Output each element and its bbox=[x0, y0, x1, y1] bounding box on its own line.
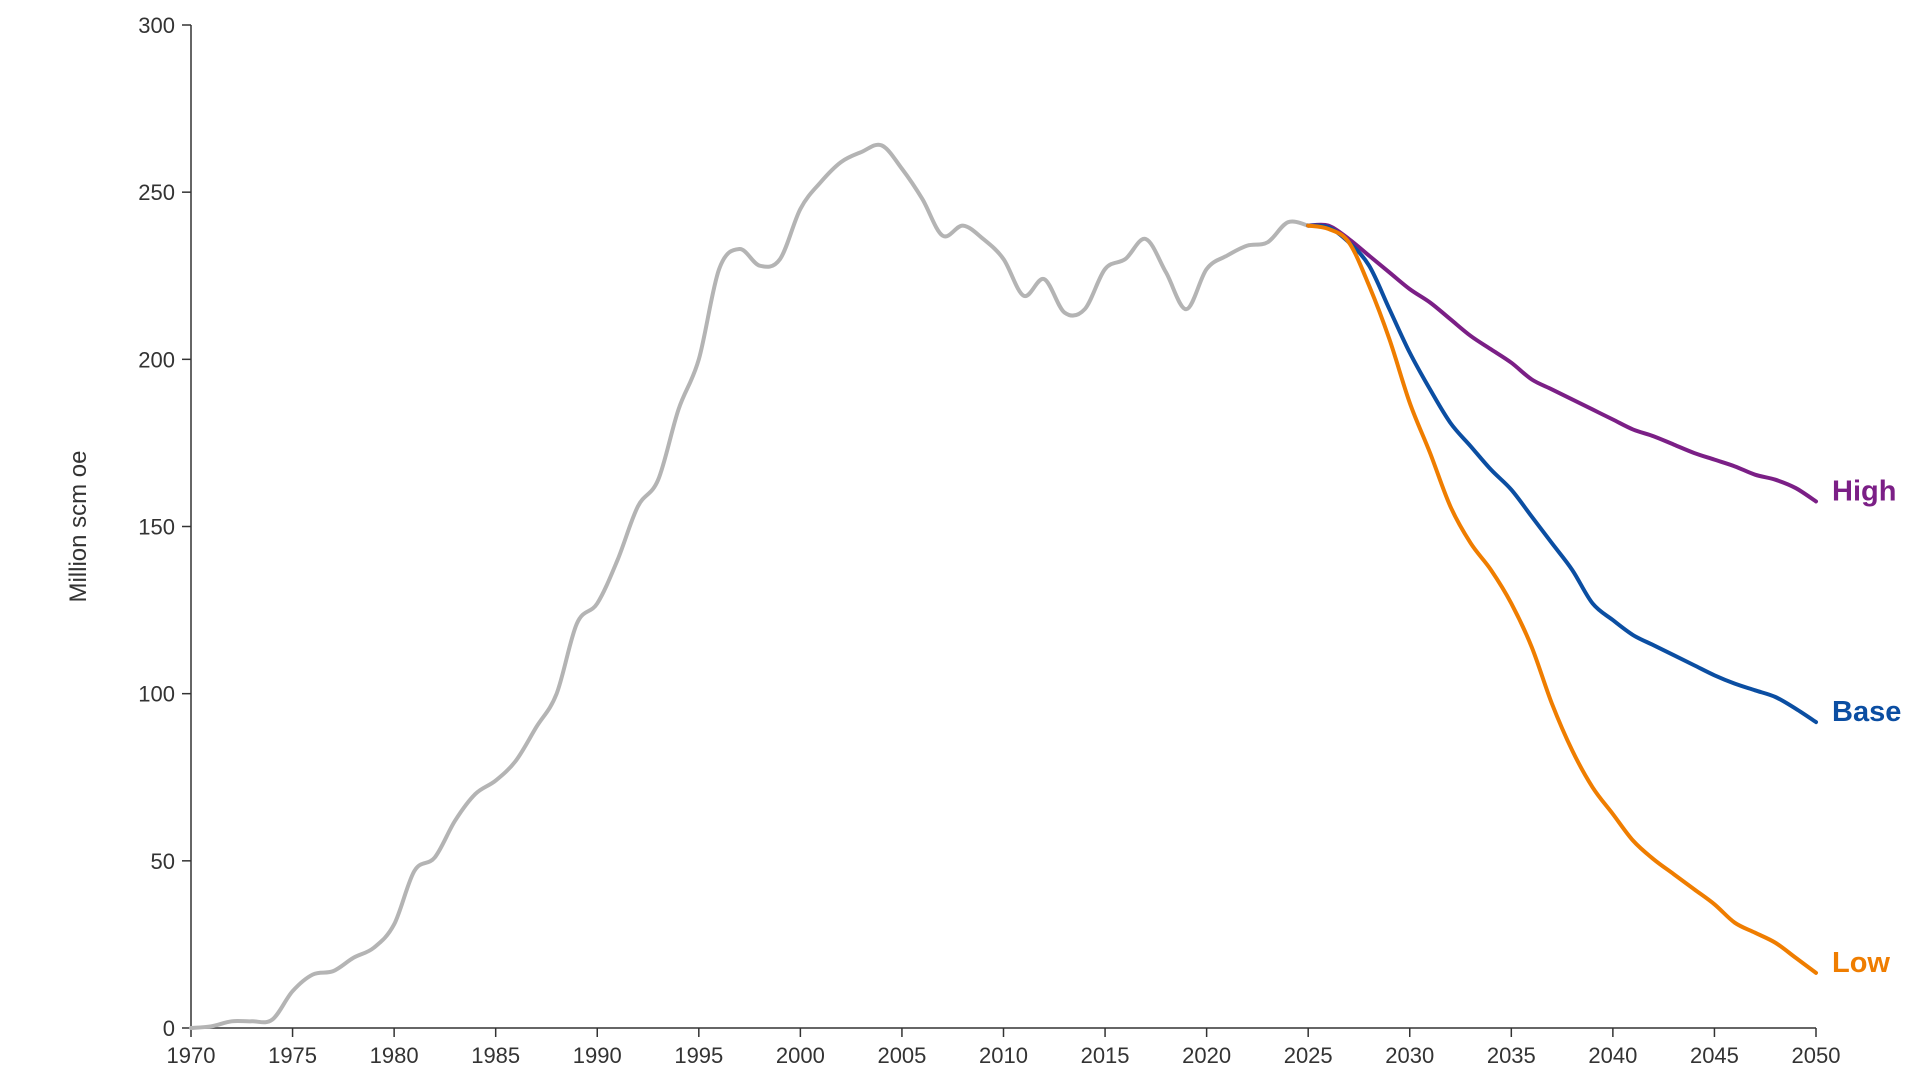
x-tick-label: 1990 bbox=[573, 1043, 622, 1068]
y-tick-label: 0 bbox=[163, 1016, 175, 1041]
x-tick-label: 1985 bbox=[471, 1043, 520, 1068]
x-tick-label: 2030 bbox=[1385, 1043, 1434, 1068]
y-tick-label: 250 bbox=[138, 180, 175, 205]
x-tick-label: 2005 bbox=[877, 1043, 926, 1068]
y-tick-label: 50 bbox=[151, 849, 175, 874]
x-tick-label: 1980 bbox=[370, 1043, 419, 1068]
x-tick-label: 1995 bbox=[674, 1043, 723, 1068]
x-tick-label: 2035 bbox=[1487, 1043, 1536, 1068]
x-tick-label: 1970 bbox=[167, 1043, 216, 1068]
x-tick-label: 1975 bbox=[268, 1043, 317, 1068]
x-tick-label: 2015 bbox=[1081, 1043, 1130, 1068]
x-tick-label: 2025 bbox=[1284, 1043, 1333, 1068]
x-tick-label: 2000 bbox=[776, 1043, 825, 1068]
series-line-high bbox=[1306, 222, 1818, 504]
axes: 0 50 100 150 200 250 300 1970 1975 1980 1985 1990 19… bbox=[138, 13, 1840, 1068]
series-line-base bbox=[1306, 223, 1818, 725]
x-tick-label: 2050 bbox=[1792, 1043, 1841, 1068]
series-line-low bbox=[1306, 223, 1818, 975]
x-tick-label: 2020 bbox=[1182, 1043, 1231, 1068]
series-labels: High Base Low bbox=[1832, 475, 1901, 978]
y-axis-title: Million scm oe bbox=[65, 450, 92, 602]
y-tick-label: 150 bbox=[138, 515, 175, 540]
y-tick-label: 200 bbox=[138, 347, 175, 372]
x-tick-label: 2010 bbox=[979, 1043, 1028, 1068]
series-label-base: Base bbox=[1832, 696, 1901, 728]
series-label-high: High bbox=[1832, 475, 1896, 507]
y-tick-label: 300 bbox=[138, 13, 175, 38]
x-tick-label: 2045 bbox=[1690, 1043, 1739, 1068]
series-lines bbox=[189, 142, 1818, 1030]
series-line-history bbox=[189, 142, 1311, 1030]
x-tick-label: 2040 bbox=[1588, 1043, 1637, 1068]
y-tick-label: 100 bbox=[138, 682, 175, 707]
series-label-low: Low bbox=[1832, 947, 1890, 979]
